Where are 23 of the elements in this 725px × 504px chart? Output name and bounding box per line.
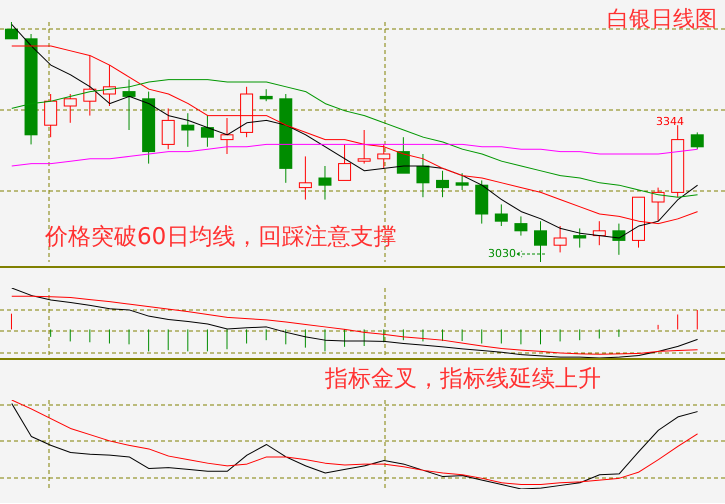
candlestick (83, 55, 96, 116)
candlestick (298, 156, 312, 200)
candlestick (612, 223, 626, 256)
chart-title: 白银日线图 (607, 6, 717, 34)
candlestick (652, 187, 665, 222)
candlestick (534, 220, 548, 262)
candlestick (416, 154, 430, 198)
candlestick (456, 172, 469, 190)
candlestick (181, 112, 194, 148)
candlestick (220, 118, 234, 154)
candlestick (318, 166, 332, 200)
candlestick (377, 144, 390, 169)
candlestick (200, 115, 214, 148)
candlestick (554, 226, 567, 253)
annotation: 价格突破60日均线，回踩注意支撑 (45, 224, 396, 250)
candlestick (279, 94, 292, 184)
annotation: 3030 (488, 247, 516, 260)
candlestick (142, 91, 156, 164)
text: 指标金叉，指标线延续上升 (325, 366, 601, 392)
annotation: 3344 (656, 115, 684, 128)
candlestick (44, 94, 58, 138)
candlestick (436, 170, 450, 198)
candlestick (494, 204, 508, 226)
